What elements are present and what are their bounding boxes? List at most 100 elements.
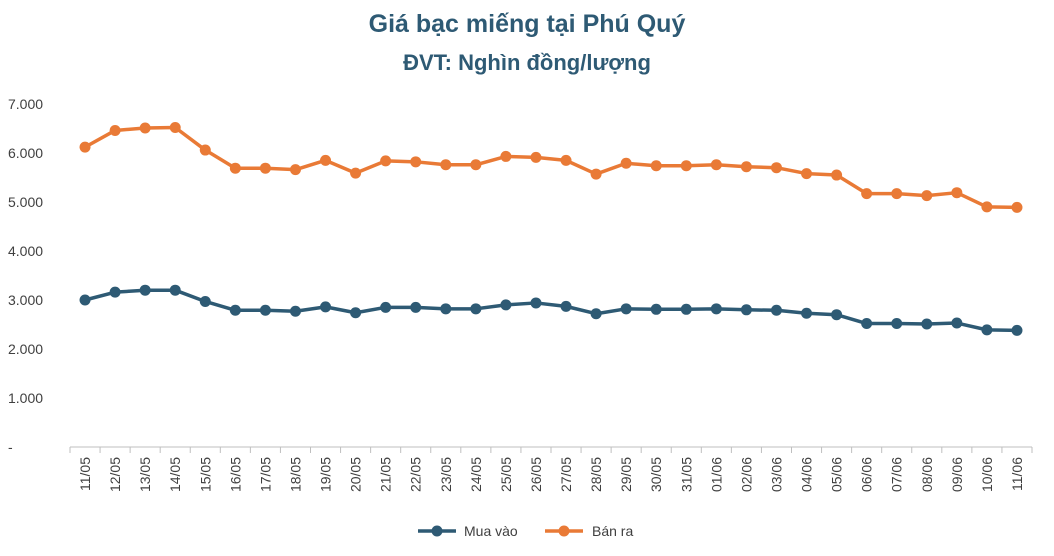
data-point (500, 299, 512, 311)
x-tick-label: 16/05 (227, 457, 243, 492)
legend-label: Mua vào (464, 523, 518, 539)
y-tick-label: 4.000 (8, 243, 43, 259)
data-point (320, 301, 332, 313)
data-point (79, 141, 91, 153)
data-point (169, 122, 181, 134)
data-point (79, 294, 91, 306)
x-tick-label: 20/05 (348, 457, 364, 492)
data-point (740, 304, 752, 316)
data-point (710, 159, 722, 171)
data-point (440, 159, 452, 171)
data-point (680, 160, 692, 172)
x-tick-label: 25/05 (498, 457, 514, 492)
data-point (470, 303, 482, 315)
legend-label: Bán ra (592, 523, 633, 539)
x-tick-label: 23/05 (438, 457, 454, 492)
x-tick-label: 08/06 (919, 457, 935, 492)
x-tick-label: 17/05 (257, 457, 273, 492)
x-tick-label: 06/06 (859, 457, 875, 492)
data-point (380, 301, 392, 313)
data-point (560, 300, 572, 312)
data-point (861, 318, 873, 330)
data-point (891, 318, 903, 330)
data-point (410, 301, 422, 313)
data-point (530, 297, 542, 309)
x-tick-label: 18/05 (287, 457, 303, 492)
data-point (289, 305, 301, 317)
x-tick-label: 14/05 (167, 457, 183, 492)
data-point (470, 159, 482, 171)
data-point (831, 309, 843, 321)
x-tick-label: 03/06 (768, 457, 784, 492)
data-point (650, 303, 662, 315)
data-point (921, 190, 933, 202)
data-point (530, 151, 542, 163)
data-point (350, 307, 362, 319)
data-point (861, 188, 873, 200)
x-tick-label: 24/05 (468, 457, 484, 492)
data-point (740, 161, 752, 173)
chart-title: Giá bạc miếng tại Phú Quý (368, 10, 686, 38)
data-point (981, 201, 993, 213)
data-point (801, 168, 813, 180)
data-point (831, 169, 843, 181)
series-line-1 (84, 288, 1017, 333)
legend-marker (431, 525, 443, 537)
data-point (139, 122, 151, 134)
data-point (259, 304, 271, 316)
y-tick-label: 2.000 (8, 341, 43, 357)
x-tick-label: 12/05 (107, 457, 123, 492)
data-point (981, 324, 993, 336)
data-point (199, 295, 211, 307)
x-tick-label: 10/06 (979, 457, 995, 492)
data-point (139, 284, 151, 296)
data-point (620, 303, 632, 315)
x-tick-label: 15/05 (197, 457, 213, 492)
x-tick-label: 04/06 (799, 457, 815, 492)
y-tick-label: 1.000 (8, 390, 43, 406)
data-point (891, 188, 903, 200)
x-tick-label: 01/06 (708, 457, 724, 492)
x-tick-label: 11/05 (77, 457, 93, 491)
x-tick-label: 30/05 (648, 457, 664, 492)
x-tick-label: 31/05 (678, 457, 694, 492)
data-point (1011, 324, 1023, 336)
data-point (921, 318, 933, 330)
x-tick-label: 29/05 (618, 457, 634, 492)
data-point (320, 154, 332, 166)
data-point (590, 308, 602, 320)
data-point (680, 303, 692, 315)
series-line-2 (84, 125, 1017, 210)
x-tick-label: 21/05 (378, 457, 394, 492)
data-point (951, 317, 963, 329)
data-point (259, 162, 271, 174)
data-point (500, 150, 512, 162)
data-point (1011, 201, 1023, 213)
x-tick-label: 27/05 (558, 457, 574, 492)
data-point (350, 167, 362, 179)
x-tick-label: 19/05 (318, 457, 334, 492)
data-point (169, 284, 181, 296)
legend-marker (558, 525, 570, 537)
data-point (109, 124, 121, 136)
data-point (560, 154, 572, 166)
y-tick-label: 5.000 (8, 194, 43, 210)
data-point (289, 164, 301, 176)
data-point (229, 304, 241, 316)
data-point (590, 168, 602, 180)
chart-subtitle: ĐVT: Nghìn đồng/lượng (403, 50, 651, 75)
x-tick-label: 09/06 (949, 457, 965, 492)
data-point (710, 303, 722, 315)
data-point (440, 303, 452, 315)
data-point (951, 187, 963, 199)
data-point (770, 162, 782, 174)
data-point (801, 307, 813, 319)
x-tick-label: 13/05 (137, 457, 153, 492)
data-point (109, 286, 121, 298)
data-point (199, 144, 211, 156)
data-point (620, 157, 632, 169)
y-tick-label: - (8, 439, 13, 455)
data-point (770, 304, 782, 316)
